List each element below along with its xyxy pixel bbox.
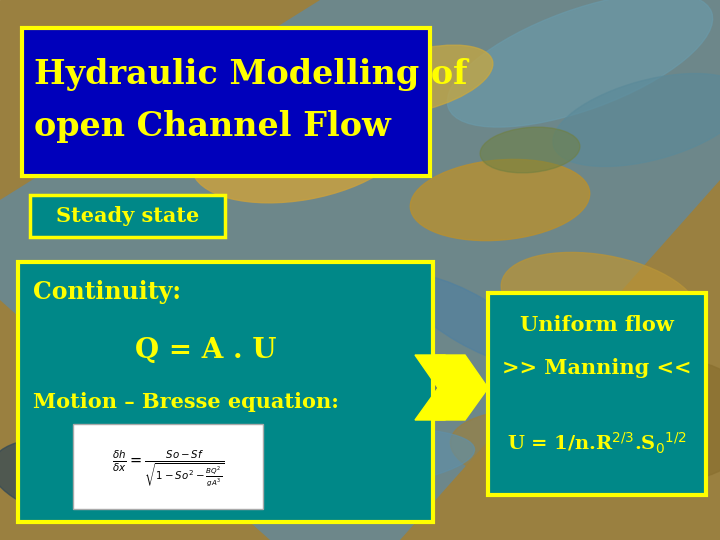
Ellipse shape <box>450 409 649 491</box>
Ellipse shape <box>110 319 210 381</box>
Text: Motion – Bresse equation:: Motion – Bresse equation: <box>33 392 339 412</box>
Polygon shape <box>415 355 468 420</box>
Ellipse shape <box>447 0 713 127</box>
Text: Hydraulic Modelling of: Hydraulic Modelling of <box>34 58 467 91</box>
Ellipse shape <box>553 73 720 166</box>
Text: Uniform flow: Uniform flow <box>520 315 674 335</box>
FancyBboxPatch shape <box>73 424 263 509</box>
Ellipse shape <box>143 89 257 151</box>
Ellipse shape <box>400 274 541 366</box>
FancyBboxPatch shape <box>18 262 433 522</box>
Ellipse shape <box>480 127 580 173</box>
FancyBboxPatch shape <box>488 293 706 495</box>
Text: Steady state: Steady state <box>56 206 199 226</box>
Ellipse shape <box>410 159 590 241</box>
Ellipse shape <box>192 97 409 203</box>
Text: U = 1/n.R$^{2/3}$.S$_0$$^{1/2}$: U = 1/n.R$^{2/3}$.S$_0$$^{1/2}$ <box>507 431 687 456</box>
Text: open Channel Flow: open Channel Flow <box>34 110 391 143</box>
Ellipse shape <box>125 400 275 461</box>
Text: Continuity:: Continuity: <box>33 280 181 304</box>
FancyBboxPatch shape <box>22 28 430 176</box>
Ellipse shape <box>515 338 685 422</box>
Ellipse shape <box>342 365 458 415</box>
Ellipse shape <box>347 45 493 115</box>
Ellipse shape <box>225 428 474 492</box>
Ellipse shape <box>605 360 720 480</box>
Text: $\frac{\delta h}{\delta x} = \frac{So - Sf}{\sqrt{1 - So^2 - \frac{BQ^2}{gA^3}}}: $\frac{\delta h}{\delta x} = \frac{So - … <box>112 449 225 488</box>
Text: Q = A . U: Q = A . U <box>135 337 276 364</box>
Text: >> Manning <<: >> Manning << <box>503 358 692 378</box>
Ellipse shape <box>501 252 699 348</box>
FancyBboxPatch shape <box>30 195 225 237</box>
Polygon shape <box>435 355 488 420</box>
Ellipse shape <box>0 437 169 522</box>
